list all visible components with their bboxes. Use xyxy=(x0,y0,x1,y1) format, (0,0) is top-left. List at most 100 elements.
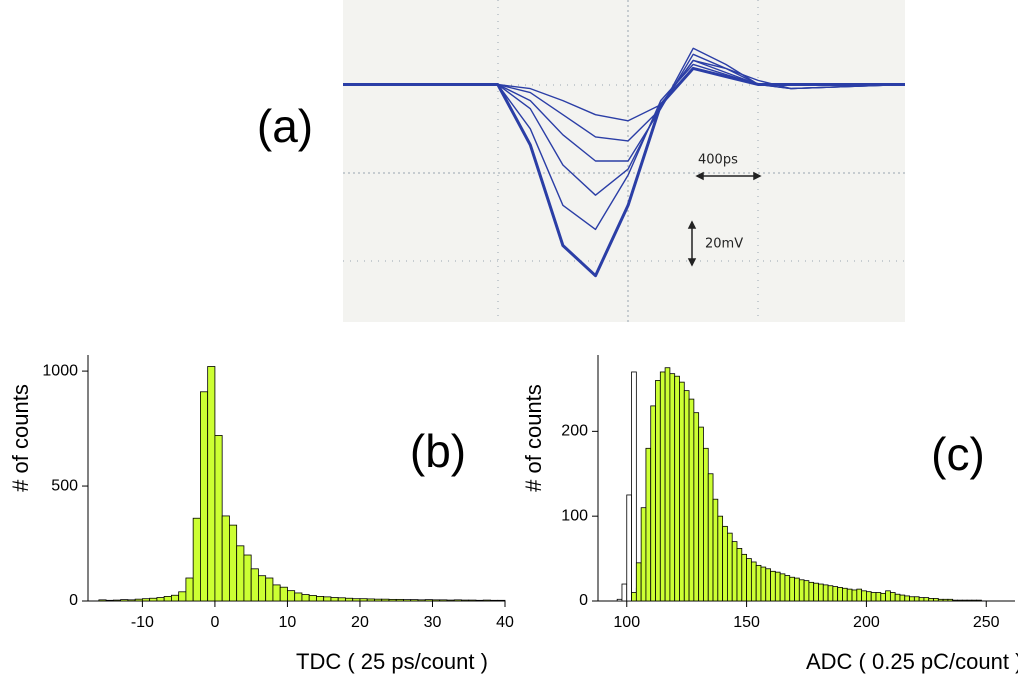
histogram-bar xyxy=(822,584,829,602)
histogram-bar xyxy=(141,598,151,602)
x-tick-label: 10 xyxy=(279,614,297,631)
histogram-bar xyxy=(359,598,368,602)
histogram-bar xyxy=(640,507,647,602)
y-tick-label: 100 xyxy=(561,507,588,524)
histogram-bar xyxy=(381,598,390,602)
histogram-bar xyxy=(837,587,843,602)
histogram-bar xyxy=(170,594,180,602)
histogram-bar xyxy=(655,380,661,602)
scale-arrows xyxy=(687,171,762,267)
histogram-bar xyxy=(621,583,628,602)
histogram-bar xyxy=(432,599,441,602)
histogram-bar xyxy=(923,597,930,602)
histogram-bar xyxy=(794,577,800,602)
histogram-bar xyxy=(105,599,114,602)
histogram-bar xyxy=(779,573,786,602)
histogram-bar xyxy=(98,599,107,602)
histogram-bar xyxy=(127,599,136,602)
time-scale-label: 400ps xyxy=(698,153,738,168)
histogram-bar xyxy=(664,367,671,602)
histogram-bar xyxy=(439,599,448,602)
histogram-bar xyxy=(856,588,863,602)
panel-label: (b) xyxy=(410,425,466,477)
histogram-bar xyxy=(236,545,245,602)
histogram-bar xyxy=(475,599,484,602)
histogram-bar xyxy=(937,598,944,602)
histogram-bar xyxy=(952,599,958,602)
trace xyxy=(343,59,906,122)
histogram-bar xyxy=(933,598,939,602)
x-tick-label: -10 xyxy=(131,614,154,631)
histogram-bar xyxy=(798,579,805,602)
x-tick-label: 20 xyxy=(351,614,369,631)
histogram-bar xyxy=(909,596,915,602)
y-axis-label: # of counts xyxy=(8,384,33,492)
histogram-bar xyxy=(765,568,771,602)
histogram-bar xyxy=(731,541,738,602)
histogram-bar xyxy=(669,373,676,602)
histogram-bar xyxy=(760,566,767,602)
histogram-bar xyxy=(497,599,506,602)
histogram-bar xyxy=(156,597,165,602)
histogram-bar xyxy=(490,599,499,602)
histogram-bar xyxy=(468,599,477,602)
histogram-bar xyxy=(265,577,274,602)
histogram-bar xyxy=(279,586,288,602)
histogram-bar xyxy=(803,580,810,602)
histogram-bar xyxy=(712,498,719,602)
histogram-bar xyxy=(243,554,252,602)
histogram-bar xyxy=(207,366,216,602)
histogram-bar xyxy=(870,592,877,602)
histogram-bar xyxy=(200,391,209,602)
histogram-bar xyxy=(693,412,700,602)
x-tick-label: 100 xyxy=(613,614,640,631)
histogram-bar xyxy=(846,588,853,602)
x-tick-label: 200 xyxy=(853,614,880,631)
histogram-bar xyxy=(659,371,666,602)
histogram-bar xyxy=(250,568,259,602)
y-tick-label: 0 xyxy=(579,592,588,609)
panel-label: (c) xyxy=(931,428,985,480)
histogram-bar xyxy=(861,590,867,602)
trace xyxy=(343,47,906,142)
histogram-bar xyxy=(403,599,412,602)
x-tick-label: 0 xyxy=(210,614,219,631)
histogram-bar xyxy=(722,525,728,602)
histogram-bar xyxy=(683,390,690,602)
x-tick-label: 40 xyxy=(496,614,514,631)
histogram-bar xyxy=(774,571,781,602)
histogram-bar xyxy=(366,598,375,602)
histogram-bar xyxy=(746,558,752,602)
histogram-bar xyxy=(913,596,920,602)
histogram-bar xyxy=(482,599,491,602)
histogram-bar xyxy=(889,592,896,602)
histogram-bar xyxy=(899,594,906,602)
histogram-bar xyxy=(626,494,632,602)
histogram-bar xyxy=(789,576,795,602)
histogram-bar xyxy=(866,591,872,602)
histogram-bar xyxy=(813,582,819,602)
histogram-bar xyxy=(688,398,695,602)
histogram-bar xyxy=(120,599,129,602)
x-tick-label: 30 xyxy=(424,614,442,631)
histogram-bar xyxy=(698,426,704,602)
histogram-bar xyxy=(650,405,656,602)
histogram-bar xyxy=(221,515,230,602)
histogram-bar xyxy=(818,583,824,602)
histogram-bar xyxy=(631,371,637,602)
histogram-bar xyxy=(352,598,361,602)
histogram-bar xyxy=(842,587,848,602)
voltage-scale-label: 20mV xyxy=(705,237,743,252)
histogram-bar xyxy=(149,597,158,602)
histogram-bar xyxy=(345,597,354,602)
histogram-bar xyxy=(966,599,973,602)
histogram-bar xyxy=(851,589,858,602)
histogram-bar xyxy=(294,592,303,602)
histogram-bar xyxy=(976,599,982,602)
histogram-bar xyxy=(707,473,714,602)
x-tick-label: 150 xyxy=(733,614,760,631)
histogram-bar xyxy=(112,599,122,602)
histogram-bar xyxy=(635,562,642,602)
panel-label: (a) xyxy=(257,100,313,152)
